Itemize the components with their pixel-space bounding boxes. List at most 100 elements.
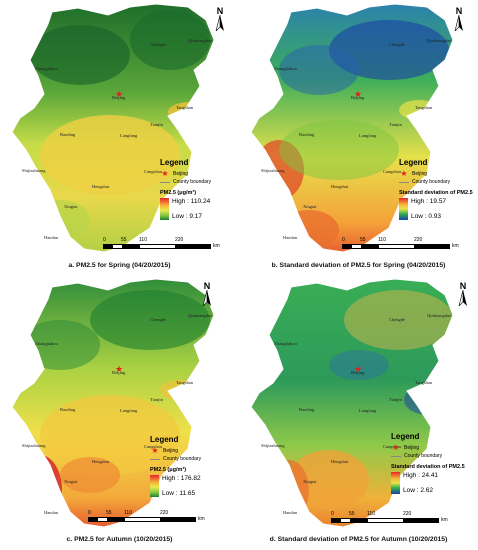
city-label-langfang: Langfang	[359, 408, 377, 413]
city-label-tianjin: Tianjin	[150, 122, 163, 127]
scale-bar: 0 55 110 220 km	[103, 237, 220, 249]
city-label-qinhuangdao: Qinhuangdao	[427, 38, 452, 43]
color-ramp	[160, 198, 169, 220]
city-label-baoding: Baoding	[60, 132, 76, 137]
panel-caption: b. Standard deviation of PM2.5 for Sprin…	[271, 262, 446, 269]
city-label-zhangjiakou: Zhangjiakou	[35, 66, 58, 71]
legend: Legend ★ Beijing County boundary Standard…	[399, 158, 473, 220]
city-label-baoding: Baoding	[60, 407, 76, 412]
scale-tick: 220	[414, 237, 423, 243]
star-icon: ★	[392, 443, 400, 452]
city-label-tangshan: Tangshan	[415, 105, 433, 110]
scale-tick: 110	[139, 237, 147, 243]
scale-tick: 110	[378, 237, 386, 243]
city-label-cangzhou: Cangzhou	[383, 444, 402, 449]
city-label-qinhuangdao: Qinhuangdao	[427, 313, 452, 318]
legend-capital: Beijing	[163, 448, 179, 454]
city-label-tianjin: Tianjin	[150, 397, 163, 402]
scale-tick: 55	[121, 237, 127, 243]
legend-title: Legend	[391, 432, 420, 441]
star-icon: ★	[400, 169, 408, 178]
legend-boundary: County boundary	[404, 453, 443, 459]
scale-unit: km	[198, 516, 205, 522]
star-icon: ★	[151, 446, 159, 455]
city-label-tangshan: Tangshan	[415, 380, 433, 385]
scale-bar: 0 55 110 220 km	[331, 511, 448, 523]
scale-unit: km	[452, 243, 459, 249]
north-arrow-icon: N	[209, 6, 231, 34]
scale-bar: 0 55 110 220 km	[88, 510, 205, 522]
map-spring-sd[interactable]: ★	[239, 0, 478, 262]
legend-low: Low : 11.65	[162, 490, 196, 497]
city-label-shijiazhuang: Shijiazhuang	[22, 168, 46, 173]
svg-text:★: ★	[354, 89, 362, 99]
city-label-shijiazhuang: Shijiazhuang	[261, 443, 285, 448]
city-label-langfang: Langfang	[120, 133, 138, 138]
city-label-cangzhou: Cangzhou	[383, 169, 402, 174]
city-label-shijiazhuang: Shijiazhuang	[261, 168, 285, 173]
city-label-beijing: Beijing	[351, 95, 365, 100]
scale-tick: 220	[175, 237, 184, 243]
city-label-xingtai: Xingtai	[64, 479, 78, 484]
legend-title: Legend	[150, 435, 179, 444]
color-ramp	[391, 472, 400, 494]
scale-tick: 0	[103, 237, 106, 243]
svg-text:★: ★	[115, 89, 123, 99]
legend-capital: Beijing	[404, 445, 420, 451]
color-ramp	[399, 198, 408, 220]
city-label-handan: Handan	[44, 235, 58, 240]
city-label-tianjin: Tianjin	[389, 122, 402, 127]
boundary-line-icon	[391, 455, 401, 457]
legend-low: Low : 2.62	[403, 487, 433, 494]
panel-caption: c. PM2.5 for Autumn (10/20/2015)	[66, 536, 173, 543]
legend-high: High : 110.24	[172, 198, 211, 205]
legend-capital: Beijing	[412, 171, 428, 177]
legend-subtitle: Standard deviation of PM2.5	[399, 190, 473, 196]
panel-b: ★ Zhangjiakou Chengde Beijing Tianjin Ta…	[239, 0, 478, 275]
map-autumn-sd[interactable]: ★	[239, 275, 478, 537]
map-autumn-pm25[interactable]: ★	[0, 275, 239, 537]
boundary-line-icon	[399, 181, 409, 183]
scale-tick: 110	[367, 511, 375, 517]
legend-subtitle: PM2.5 (μg/m³)	[150, 467, 187, 473]
city-label-beijing: Beijing	[351, 370, 365, 375]
city-label-chengde: Chengde	[389, 317, 405, 322]
city-label-handan: Handan	[44, 510, 58, 515]
city-label-beijing: Beijing	[112, 370, 126, 375]
legend-high: High : 19.57	[411, 198, 447, 205]
city-label-cangzhou: Cangzhou	[144, 444, 163, 449]
city-label-shijiazhuang: Shijiazhuang	[22, 443, 46, 448]
city-label-beijing: Beijing	[112, 95, 126, 100]
city-label-xingtai: Xingtai	[303, 204, 317, 209]
city-label-handan: Handan	[283, 235, 297, 240]
legend-title: Legend	[399, 158, 428, 167]
city-label-tianjin: Tianjin	[389, 397, 402, 402]
city-label-zhangjiakou: Zhangjiakou	[274, 341, 297, 346]
legend: Legend ★ Beijing County boundary Standard…	[391, 432, 465, 494]
boundary-line-icon	[150, 458, 160, 460]
city-label-baoding: Baoding	[299, 132, 315, 137]
legend-capital: Beijing	[173, 171, 189, 177]
city-label-zhangjiakou: Zhangjiakou	[274, 66, 297, 71]
scale-tick: 0	[331, 511, 334, 517]
panel-a: ★ Zhangjiakou Chengde Beijing Tianjin Ta…	[0, 0, 239, 275]
map-spring-pm25[interactable]: ★	[0, 0, 239, 262]
scale-tick: 110	[124, 510, 132, 516]
city-label-tangshan: Tangshan	[176, 105, 194, 110]
legend-subtitle: PM2.5 (μg/m³)	[160, 190, 197, 196]
scale-unit: km	[441, 517, 448, 523]
legend-low: Low : 0.93	[411, 213, 441, 220]
legend: Legend ★ Beijing County boundary PM2.5 (μ…	[150, 435, 201, 497]
city-label-chengde: Chengde	[150, 42, 166, 47]
legend-boundary: County boundary	[412, 179, 451, 185]
panel-caption: d. Standard deviation of PM2.5 for Autum…	[269, 536, 448, 543]
city-label-zhangjiakou: Zhangjiakou	[35, 341, 58, 346]
city-label-qinhuangdao: Qinhuangdao	[188, 38, 213, 43]
scale-tick: 55	[349, 511, 355, 517]
panel-c: ★ Zhangjiakou Chengde Beijing Tianjin Ta…	[0, 275, 239, 550]
city-label-qinhuangdao: Qinhuangdao	[188, 313, 213, 318]
svg-text:★: ★	[115, 364, 123, 374]
star-icon: ★	[161, 169, 169, 178]
city-label-xingtai: Xingtai	[303, 479, 317, 484]
scale-tick: 220	[160, 510, 169, 516]
